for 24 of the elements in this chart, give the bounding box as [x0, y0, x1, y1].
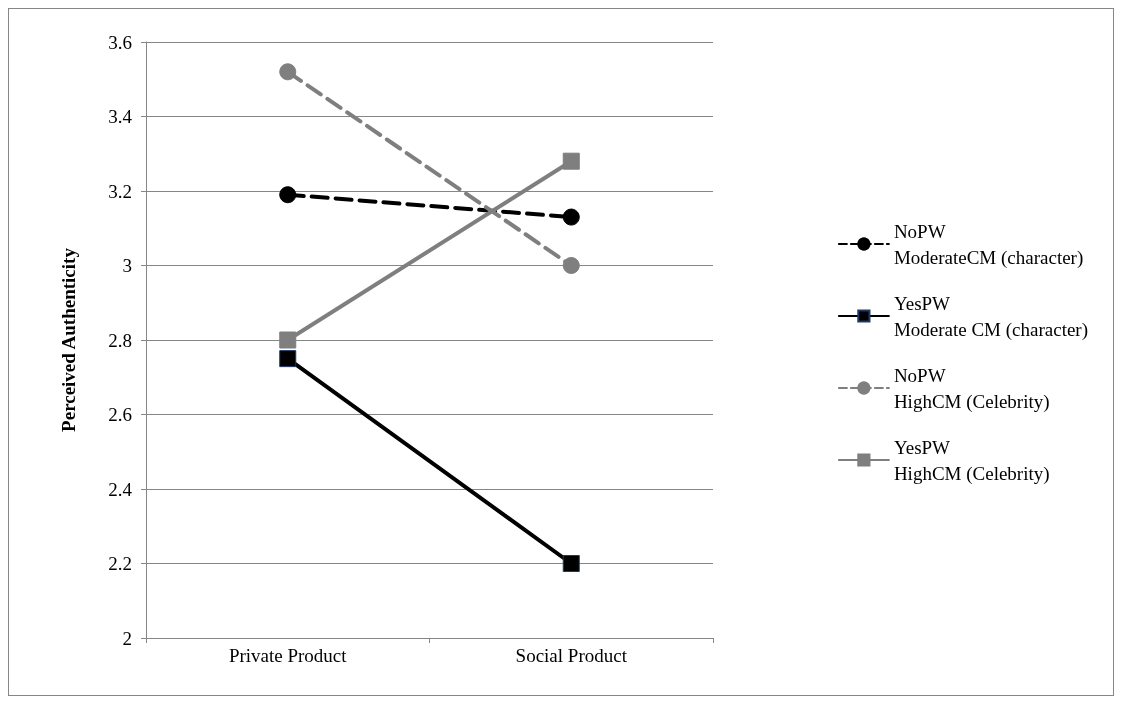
point: [562, 208, 580, 226]
y-tick-label: 3: [122, 255, 132, 276]
point: [279, 331, 297, 349]
point: [279, 63, 297, 81]
legend-label: NoPW ModerateCM (character): [893, 220, 1084, 269]
y-tick-label: 3.2: [108, 180, 132, 202]
y-tick-label: 3.6: [108, 31, 132, 53]
legend-label: NoPW HighCM (Celebrity): [893, 364, 1050, 413]
point: [279, 350, 297, 368]
legend-label: YesPW Moderate CM (character): [893, 292, 1089, 341]
x-tick-label: Social Product: [515, 645, 628, 666]
point: [562, 555, 580, 572]
y-tick-label: 3.4: [108, 106, 133, 127]
point: [279, 186, 297, 204]
y-tick-label: 2.2: [108, 553, 132, 574]
x-tick-label: Private Product: [228, 645, 348, 666]
y-tick-label: 2.8: [108, 329, 132, 351]
point: [562, 152, 580, 170]
y-tick-label: 2.6: [108, 404, 132, 425]
point: [562, 257, 580, 274]
y-tick-label: 2: [122, 627, 132, 649]
y-tick-label: 2.4: [108, 478, 133, 500]
y-axis-title: Perceived Authenticity: [58, 247, 79, 432]
legend-label: YesPW HighCM (Celebrity): [893, 436, 1050, 485]
